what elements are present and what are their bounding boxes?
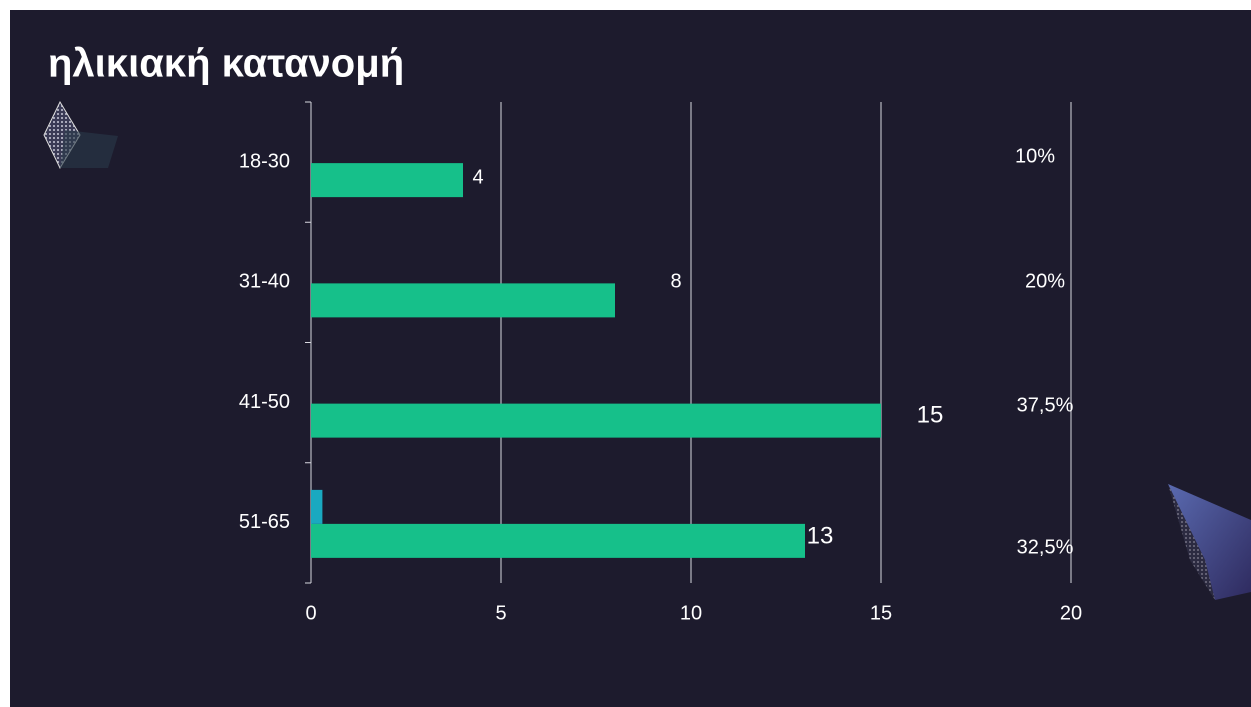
y-tick-label: 31-40	[239, 271, 290, 293]
y-tick-label: 18-30	[239, 150, 290, 172]
value-label: 8	[670, 270, 681, 292]
background	[10, 10, 1251, 707]
y-tick-label: 51-65	[239, 511, 290, 533]
x-tick-label: 0	[305, 602, 316, 624]
bar	[311, 523, 805, 558]
bar	[311, 163, 463, 198]
value-label: 13	[807, 522, 834, 549]
x-tick-label: 10	[680, 602, 702, 624]
percent-label: 37,5%	[1017, 394, 1074, 416]
percent-label: 20%	[1025, 270, 1065, 292]
percent-label: 10%	[1015, 145, 1055, 167]
bar	[311, 489, 323, 524]
value-label: 4	[472, 166, 483, 188]
x-tick-label: 5	[495, 602, 506, 624]
bar	[311, 283, 615, 318]
chart-title: ηλικιακή κατανομή	[48, 42, 404, 86]
x-tick-label: 15	[870, 602, 892, 624]
percent-label: 32,5%	[1017, 536, 1074, 558]
decoration	[43, 100, 1251, 600]
x-tick-label: 20	[1060, 602, 1082, 624]
bar	[311, 403, 881, 438]
y-tick-label: 41-50	[239, 391, 290, 413]
value-label: 15	[917, 401, 944, 428]
